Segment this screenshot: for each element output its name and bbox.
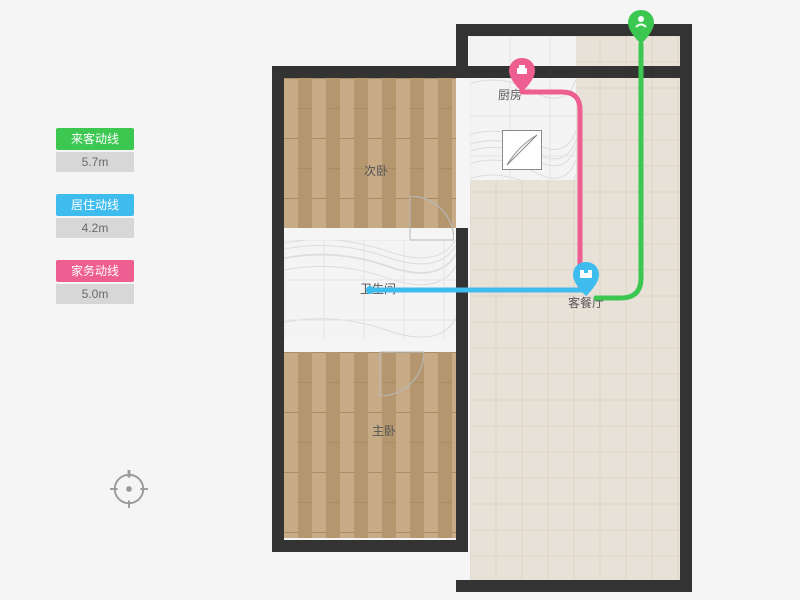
legend-item-guest: 来客动线 5.7m bbox=[56, 128, 134, 172]
pin-entry bbox=[628, 10, 654, 44]
legend-tag-chores: 家务动线 bbox=[56, 260, 134, 282]
legend: 来客动线 5.7m 居住动线 4.2m 家务动线 5.0m bbox=[56, 128, 134, 326]
legend-item-living: 居住动线 4.2m bbox=[56, 194, 134, 238]
wall-segment bbox=[680, 24, 692, 592]
floor-plan: 客餐厅厨房次卧卫生间主卧 bbox=[260, 0, 705, 600]
legend-val-living: 4.2m bbox=[56, 218, 134, 238]
room-master-bedroom: 主卧 bbox=[284, 352, 456, 538]
compass-icon bbox=[110, 470, 148, 508]
wall-segment bbox=[272, 540, 468, 552]
legend-val-guest: 5.7m bbox=[56, 152, 134, 172]
room-bathroom: 卫生间 bbox=[284, 240, 456, 340]
wall-segment bbox=[272, 66, 692, 78]
legend-val-chores: 5.0m bbox=[56, 284, 134, 304]
wall-segment bbox=[272, 66, 284, 552]
kitchen-appliance-icon bbox=[502, 130, 542, 170]
wall-segment bbox=[456, 580, 692, 592]
legend-item-chores: 家务动线 5.0m bbox=[56, 260, 134, 304]
wall-segment bbox=[456, 24, 692, 36]
pin-sofa bbox=[573, 262, 599, 296]
pin-kitchen bbox=[509, 58, 535, 92]
room-secondary-bedroom: 次卧 bbox=[284, 78, 456, 228]
legend-tag-living: 居住动线 bbox=[56, 194, 134, 216]
wall-segment bbox=[456, 228, 468, 552]
legend-tag-guest: 来客动线 bbox=[56, 128, 134, 150]
